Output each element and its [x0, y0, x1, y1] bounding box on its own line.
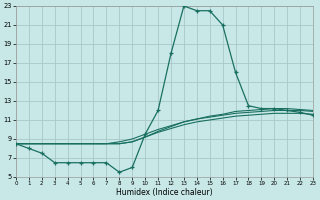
X-axis label: Humidex (Indice chaleur): Humidex (Indice chaleur) — [116, 188, 213, 197]
